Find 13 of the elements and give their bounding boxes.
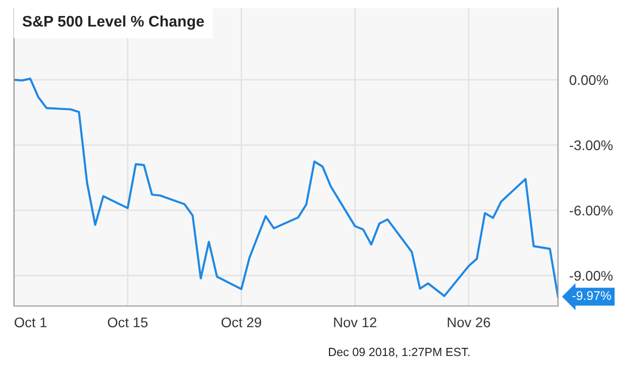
- x-tick-label: Nov 26: [448, 317, 490, 328]
- y-tick-label: -6.00%: [570, 206, 613, 216]
- line-series: [14, 78, 558, 298]
- y-tick-label: -3.00%: [570, 140, 613, 150]
- x-tick-label: Oct 1: [14, 317, 47, 328]
- annotation: -9.97%: [572, 291, 612, 300]
- x-tick-label: Nov 12: [334, 317, 376, 328]
- chart-title: S&P 500 Level % Change: [22, 15, 204, 30]
- y-tick-label: -9.00%: [570, 270, 613, 281]
- y-tick-label: 0.00%: [570, 75, 608, 85]
- x-tick-label: Oct 15: [108, 317, 148, 328]
- x-tick-label: Oct 29: [222, 317, 262, 328]
- text: Dec 09 2018, 1:27PM EST.: [328, 348, 470, 358]
